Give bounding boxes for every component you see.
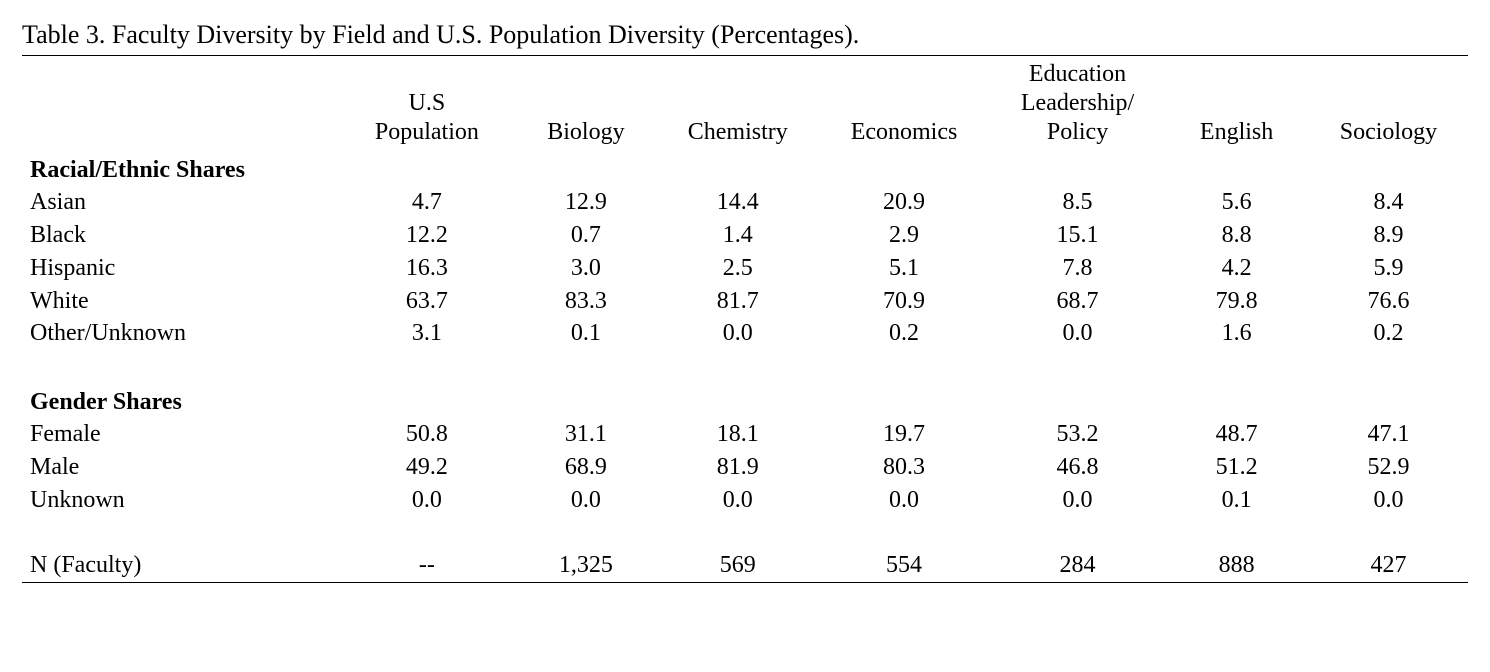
- table-row: Hispanic16.33.02.55.17.84.25.9: [22, 252, 1468, 285]
- cell-value: 0.0: [658, 317, 817, 350]
- table-row: Female50.831.118.119.753.248.747.1: [22, 418, 1468, 451]
- cell-value: 2.9: [817, 219, 991, 252]
- cell-value: 1.6: [1164, 317, 1309, 350]
- section-heading: Racial/Ethnic Shares: [22, 151, 1468, 187]
- cell-value: 3.0: [514, 252, 659, 285]
- cell-value: 50.8: [340, 418, 514, 451]
- spacer-row: [22, 350, 1468, 383]
- column-header-rowlabel: [22, 56, 340, 151]
- column-header: U.SPopulation: [340, 56, 514, 151]
- table-row: Male49.268.981.980.346.851.252.9: [22, 451, 1468, 484]
- cell-value: 8.5: [991, 186, 1165, 219]
- row-label: Female: [22, 418, 340, 451]
- cell-value: 0.1: [514, 317, 659, 350]
- section-heading-row: Gender Shares: [22, 383, 1468, 419]
- column-header: Chemistry: [658, 56, 817, 151]
- cell-value: 0.1: [1164, 484, 1309, 517]
- cell-value: 5.1: [817, 252, 991, 285]
- cell-value: 48.7: [1164, 418, 1309, 451]
- cell-value: 52.9: [1309, 451, 1468, 484]
- cell-value: 14.4: [658, 186, 817, 219]
- cell-value: 18.1: [658, 418, 817, 451]
- cell-value: 49.2: [340, 451, 514, 484]
- table-row: Unknown0.00.00.00.00.00.10.0: [22, 484, 1468, 517]
- cell-value: 0.0: [991, 484, 1165, 517]
- cell-value: 4.7: [340, 186, 514, 219]
- cell-value: 16.3: [340, 252, 514, 285]
- cell-value: 8.8: [1164, 219, 1309, 252]
- column-header: Economics: [817, 56, 991, 151]
- cell-value: 5.9: [1309, 252, 1468, 285]
- row-label: Unknown: [22, 484, 340, 517]
- cell-value: 0.2: [1309, 317, 1468, 350]
- cell-value: 8.4: [1309, 186, 1468, 219]
- row-label: Male: [22, 451, 340, 484]
- cell-value: --: [340, 549, 514, 582]
- column-header: English: [1164, 56, 1309, 151]
- cell-value: 0.0: [658, 484, 817, 517]
- row-label: White: [22, 285, 340, 318]
- spacer-row: [22, 517, 1468, 550]
- diversity-table: U.SPopulationBiologyChemistryEconomicsEd…: [22, 55, 1468, 583]
- cell-value: 20.9: [817, 186, 991, 219]
- cell-value: 3.1: [340, 317, 514, 350]
- table-row: Asian4.712.914.420.98.55.68.4: [22, 186, 1468, 219]
- cell-value: 51.2: [1164, 451, 1309, 484]
- row-label: Hispanic: [22, 252, 340, 285]
- row-label: Black: [22, 219, 340, 252]
- cell-value: 63.7: [340, 285, 514, 318]
- cell-value: 554: [817, 549, 991, 582]
- cell-value: 70.9: [817, 285, 991, 318]
- cell-value: 47.1: [1309, 418, 1468, 451]
- row-label: N (Faculty): [22, 549, 340, 582]
- cell-value: 81.9: [658, 451, 817, 484]
- cell-value: 7.8: [991, 252, 1165, 285]
- cell-value: 0.2: [817, 317, 991, 350]
- cell-value: 4.2: [1164, 252, 1309, 285]
- cell-value: 76.6: [1309, 285, 1468, 318]
- cell-value: 0.0: [991, 317, 1165, 350]
- cell-value: 15.1: [991, 219, 1165, 252]
- cell-value: 1,325: [514, 549, 659, 582]
- cell-value: 12.9: [514, 186, 659, 219]
- cell-value: 888: [1164, 549, 1309, 582]
- table-header-row: U.SPopulationBiologyChemistryEconomicsEd…: [22, 56, 1468, 151]
- cell-value: 46.8: [991, 451, 1165, 484]
- cell-value: 12.2: [340, 219, 514, 252]
- table-row: Other/Unknown3.10.10.00.20.01.60.2: [22, 317, 1468, 350]
- section-heading: Gender Shares: [22, 383, 1468, 419]
- cell-value: 1.4: [658, 219, 817, 252]
- cell-value: 0.0: [514, 484, 659, 517]
- row-label: Asian: [22, 186, 340, 219]
- table-row: White63.783.381.770.968.779.876.6: [22, 285, 1468, 318]
- cell-value: 19.7: [817, 418, 991, 451]
- cell-value: 83.3: [514, 285, 659, 318]
- cell-value: 0.0: [340, 484, 514, 517]
- column-header: Sociology: [1309, 56, 1468, 151]
- cell-value: 68.9: [514, 451, 659, 484]
- cell-value: 79.8: [1164, 285, 1309, 318]
- cell-value: 284: [991, 549, 1165, 582]
- column-header: Biology: [514, 56, 659, 151]
- cell-value: 53.2: [991, 418, 1165, 451]
- cell-value: 8.9: [1309, 219, 1468, 252]
- cell-value: 427: [1309, 549, 1468, 582]
- column-header: EducationLeadership/Policy: [991, 56, 1165, 151]
- row-label: Other/Unknown: [22, 317, 340, 350]
- section-heading-row: Racial/Ethnic Shares: [22, 151, 1468, 187]
- cell-value: 5.6: [1164, 186, 1309, 219]
- table-title: Table 3. Faculty Diversity by Field and …: [22, 18, 1468, 53]
- cell-value: 68.7: [991, 285, 1165, 318]
- cell-value: 31.1: [514, 418, 659, 451]
- cell-value: 2.5: [658, 252, 817, 285]
- cell-value: 0.7: [514, 219, 659, 252]
- cell-value: 0.0: [1309, 484, 1468, 517]
- cell-value: 80.3: [817, 451, 991, 484]
- table-row: Black12.20.71.42.915.18.88.9: [22, 219, 1468, 252]
- cell-value: 569: [658, 549, 817, 582]
- cell-value: 0.0: [817, 484, 991, 517]
- cell-value: 81.7: [658, 285, 817, 318]
- footer-row: N (Faculty)--1,325569554284888427: [22, 549, 1468, 582]
